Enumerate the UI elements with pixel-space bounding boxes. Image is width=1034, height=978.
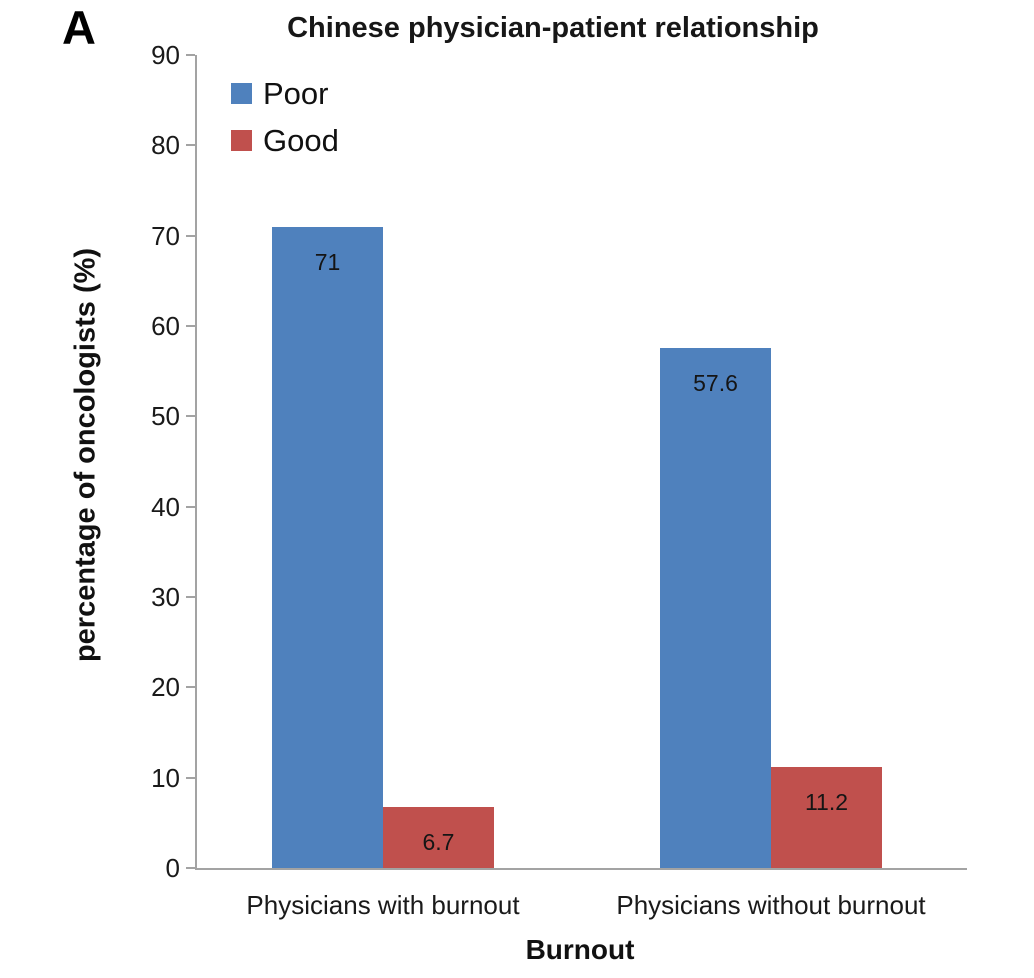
- y-tick-label: 40: [151, 491, 180, 522]
- y-tick-label: 80: [151, 130, 180, 161]
- y-tick-label: 60: [151, 311, 180, 341]
- y-tick-label: 30: [151, 582, 180, 612]
- bar-good-group1: [383, 807, 494, 868]
- panel-label: A: [62, 1, 96, 54]
- legend-item-good: Good: [231, 117, 339, 164]
- y-tick-label: 70: [151, 220, 180, 251]
- y-tick-label: 90: [151, 40, 180, 70]
- chart-title: Chinese physician-patient relationship: [287, 12, 819, 44]
- y-tick-label: 10: [151, 762, 180, 793]
- y-tick-mark: [186, 234, 195, 237]
- bar-value-label: 6.7: [422, 829, 455, 856]
- bar-value-label: 11.2: [804, 788, 849, 815]
- bar-poor-group1: [272, 226, 383, 868]
- y-tick-mark: [186, 867, 195, 869]
- y-tick-mark: [186, 596, 195, 598]
- bar-value-label: 71: [314, 248, 341, 275]
- legend-item-poor: Poor: [231, 70, 339, 117]
- legend-swatch-good: [231, 130, 252, 151]
- legend-swatch-poor: [231, 83, 252, 104]
- y-tick-mark: [186, 776, 195, 779]
- y-tick-mark: [186, 415, 195, 418]
- y-tick-label: 20: [151, 672, 180, 703]
- legend-label-poor: Poor: [263, 76, 329, 111]
- y-tick-label: 0: [165, 853, 180, 883]
- y-tick-mark: [186, 686, 195, 689]
- legend: Poor Good: [231, 70, 339, 164]
- bar-value-label: 57.6: [693, 369, 738, 396]
- plot-area: [195, 55, 967, 870]
- y-tick-mark: [186, 54, 195, 56]
- y-tick-mark: [186, 144, 195, 147]
- legend-label-good: Good: [263, 123, 339, 158]
- x-axis-title: Burnout: [525, 934, 635, 965]
- y-tick-mark: [186, 505, 195, 508]
- bar-poor-group2: [660, 347, 771, 868]
- y-axis-title: percentage of oncologists (%): [69, 247, 102, 663]
- bar-good-group2: [771, 766, 882, 868]
- y-tick-mark: [186, 325, 195, 327]
- y-tick-label: 50: [151, 401, 180, 432]
- x-category-label: Physicians with burnout: [246, 890, 520, 920]
- x-category-label: Physicians without burnout: [616, 890, 926, 920]
